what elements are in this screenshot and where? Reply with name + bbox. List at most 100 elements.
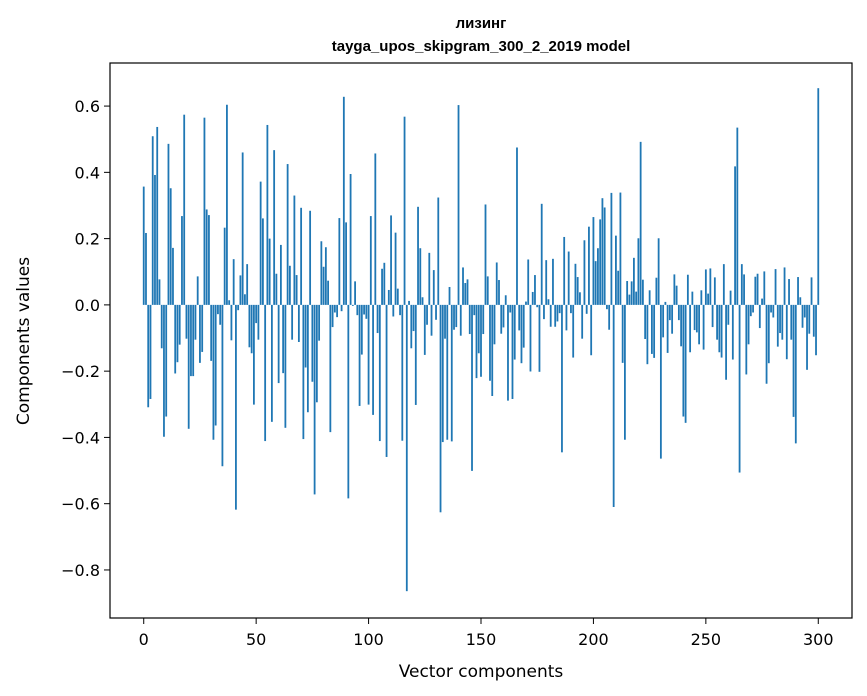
bar-component-113 xyxy=(396,288,399,305)
bar-component-194 xyxy=(579,292,581,305)
bar-component-200 xyxy=(592,217,595,305)
x-tick-label: 250 xyxy=(691,630,722,649)
bar-component-1 xyxy=(145,232,147,305)
bar-component-233 xyxy=(666,304,669,353)
bar-component-84 xyxy=(331,304,334,328)
bar-component-37 xyxy=(226,104,228,305)
bar-component-98 xyxy=(363,304,365,315)
bar-component-91 xyxy=(347,304,350,499)
bar-component-243 xyxy=(689,304,692,353)
bar-component-204 xyxy=(601,198,604,305)
bar-component-187 xyxy=(563,236,566,305)
bar-component-165 xyxy=(513,304,516,360)
bar-component-154 xyxy=(489,304,491,381)
bar-component-208 xyxy=(610,192,613,305)
bar-component-145 xyxy=(468,304,471,335)
bar-component-285 xyxy=(783,267,786,305)
bar-component-264 xyxy=(736,127,739,305)
bar-component-39 xyxy=(230,304,233,341)
bar-component-230 xyxy=(659,304,662,459)
bar-component-26 xyxy=(201,304,204,352)
bar-component-232 xyxy=(664,301,667,305)
bar-component-66 xyxy=(291,304,294,340)
bar-component-164 xyxy=(511,304,514,399)
bar-component-253 xyxy=(711,304,714,328)
bar-component-189 xyxy=(567,251,570,305)
bar-component-35 xyxy=(221,304,224,467)
bar-component-123 xyxy=(419,248,422,305)
bar-component-116 xyxy=(403,116,406,305)
bar-component-45 xyxy=(244,294,246,305)
bar-component-196 xyxy=(583,240,586,305)
bar-component-225 xyxy=(648,290,651,305)
bar-component-29 xyxy=(208,215,210,305)
bar-component-293 xyxy=(801,304,804,328)
bar-component-139 xyxy=(455,304,458,328)
bar-component-278 xyxy=(767,304,770,364)
bar-component-108 xyxy=(385,304,388,457)
bar-component-78 xyxy=(318,304,321,341)
bar-component-129 xyxy=(432,270,435,305)
bar-component-169 xyxy=(522,304,525,348)
bar-component-236 xyxy=(673,274,676,305)
bar-component-241 xyxy=(684,304,687,423)
bar-component-27 xyxy=(203,117,206,305)
bar-component-205 xyxy=(603,207,606,305)
bar-component-34 xyxy=(219,304,222,325)
bar-component-90 xyxy=(345,222,347,305)
bar-component-268 xyxy=(745,304,748,375)
y-tick-label: −0.6 xyxy=(61,495,100,514)
bar-component-3 xyxy=(149,304,152,399)
bar-component-176 xyxy=(538,304,541,372)
bar-component-136 xyxy=(448,286,451,305)
bar-component-42 xyxy=(237,304,240,311)
bar-component-133 xyxy=(441,304,444,443)
bar-component-4 xyxy=(151,136,154,305)
bar-component-250 xyxy=(704,269,707,305)
bar-component-93 xyxy=(351,304,354,306)
bar-component-213 xyxy=(621,304,624,363)
bar-component-16 xyxy=(178,304,181,345)
bar-component-135 xyxy=(446,304,449,440)
bar-component-57 xyxy=(270,304,273,422)
bar-component-177 xyxy=(540,203,543,305)
bar-component-299 xyxy=(815,304,817,356)
x-axis-label: Vector components xyxy=(399,662,564,682)
bar-component-107 xyxy=(383,262,386,305)
bar-component-206 xyxy=(606,304,608,310)
bar-component-170 xyxy=(525,301,527,305)
bar-component-70 xyxy=(300,207,303,305)
bar-component-260 xyxy=(727,304,730,325)
bar-component-80 xyxy=(322,266,325,305)
bar-component-277 xyxy=(765,304,768,384)
bar-component-38 xyxy=(228,300,231,305)
bar-component-188 xyxy=(565,304,568,331)
bar-component-23 xyxy=(194,304,197,340)
bar-component-231 xyxy=(662,304,665,338)
bar-component-102 xyxy=(372,304,374,415)
bar-component-180 xyxy=(547,299,550,305)
bar-component-85 xyxy=(333,304,336,313)
bar-component-7 xyxy=(158,279,161,305)
bar-component-92 xyxy=(349,174,352,305)
bar-component-10 xyxy=(165,304,168,417)
bar-component-181 xyxy=(549,304,552,327)
bar-component-59 xyxy=(275,273,278,305)
bar-component-48 xyxy=(250,304,253,354)
bar-component-134 xyxy=(444,304,446,339)
bar-component-275 xyxy=(761,298,763,305)
bar-component-81 xyxy=(324,247,327,305)
bar-component-82 xyxy=(327,280,329,305)
bar-component-53 xyxy=(262,218,264,305)
bar-component-46 xyxy=(246,264,249,305)
bar-component-131 xyxy=(437,197,440,305)
bar-component-43 xyxy=(239,275,242,305)
bar-component-31 xyxy=(212,304,215,440)
bar-component-212 xyxy=(619,192,622,305)
bar-component-95 xyxy=(356,304,359,316)
bar-component-163 xyxy=(509,304,512,313)
bar-component-148 xyxy=(475,304,478,379)
bar-component-283 xyxy=(779,304,781,334)
bar-component-76 xyxy=(313,304,316,495)
bar-component-128 xyxy=(430,304,433,336)
